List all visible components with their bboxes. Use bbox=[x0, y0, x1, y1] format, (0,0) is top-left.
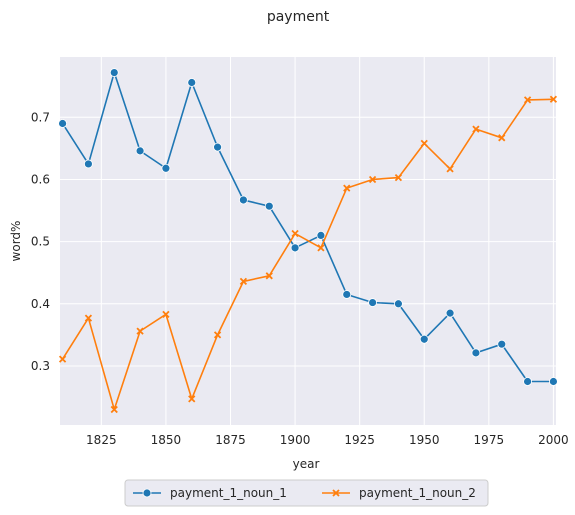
y-tick-label: 0.4 bbox=[31, 297, 50, 311]
data-point-series-2 bbox=[394, 173, 403, 182]
data-point-series-1 bbox=[239, 195, 248, 205]
series-line-1 bbox=[61, 71, 554, 383]
data-point-series-2 bbox=[188, 395, 196, 403]
y-tick-label: 0.6 bbox=[31, 172, 50, 186]
data-point-series-1 bbox=[264, 201, 274, 211]
x-tick-label: 1975 bbox=[474, 433, 505, 447]
data-point-series-2 bbox=[213, 331, 222, 339]
data-point-series-2 bbox=[523, 96, 532, 104]
legend-marker-1 bbox=[142, 488, 152, 498]
data-point-series-2 bbox=[498, 134, 506, 142]
x-tick-label: 1950 bbox=[409, 433, 440, 447]
y-tick-label: 0.3 bbox=[31, 359, 50, 373]
data-point-series-1 bbox=[368, 298, 377, 307]
data-point-series-2 bbox=[446, 165, 454, 173]
data-point-series-1 bbox=[290, 243, 300, 253]
x-tick-label: 1825 bbox=[86, 433, 117, 447]
x-tick-label: 1925 bbox=[344, 433, 375, 447]
data-point-series-2 bbox=[110, 405, 118, 414]
data-point-series-1 bbox=[549, 377, 558, 386]
data-point-series-1 bbox=[84, 159, 93, 169]
legend-label-1: payment_1_noun_1 bbox=[170, 486, 287, 500]
data-point-series-2 bbox=[239, 277, 248, 286]
data-point-series-2 bbox=[58, 355, 67, 363]
data-point-series-2 bbox=[136, 327, 144, 335]
data-point-series-2 bbox=[317, 244, 325, 252]
data-point-series-2 bbox=[420, 139, 428, 148]
data-point-series-2 bbox=[549, 95, 558, 103]
data-point-series-1 bbox=[419, 334, 429, 344]
chart-title: payment bbox=[267, 9, 330, 25]
series-group bbox=[58, 68, 558, 414]
y-tick-label: 0.5 bbox=[31, 235, 50, 249]
data-point-series-2 bbox=[84, 314, 93, 322]
data-point-series-1 bbox=[135, 146, 145, 156]
data-point-series-2 bbox=[162, 310, 170, 318]
x-tick-label: 1900 bbox=[280, 433, 311, 447]
data-point-series-1 bbox=[213, 142, 222, 152]
data-point-series-1 bbox=[445, 308, 455, 318]
series-line-2 bbox=[61, 98, 554, 411]
legend: payment_1_noun_1 payment_1_noun_2 bbox=[124, 479, 489, 507]
x-tick-label: 2000 bbox=[538, 433, 569, 447]
data-point-series-1 bbox=[58, 119, 67, 128]
data-point-series-1 bbox=[497, 339, 507, 349]
data-point-series-1 bbox=[316, 231, 326, 240]
data-point-series-1 bbox=[161, 163, 171, 173]
x-axis-label: year bbox=[293, 457, 320, 471]
x-tick-label: 1875 bbox=[215, 433, 246, 447]
legend-marker-2 bbox=[332, 489, 340, 497]
data-point-series-1 bbox=[342, 290, 352, 299]
data-point-series-2 bbox=[472, 125, 480, 133]
data-point-series-1 bbox=[109, 68, 119, 77]
x-axis-ticks: 1825 1850 1875 1900 1925 1950 1975 2000 bbox=[86, 433, 569, 447]
data-point-series-1 bbox=[187, 78, 197, 87]
y-tick-label: 0.7 bbox=[31, 110, 50, 124]
data-point-series-1 bbox=[394, 299, 403, 309]
y-axis-ticks: 0.3 0.4 0.5 0.6 0.7 bbox=[31, 110, 50, 373]
data-point-series-1 bbox=[523, 377, 532, 386]
data-point-series-2 bbox=[265, 272, 273, 280]
data-point-series-2 bbox=[368, 175, 377, 184]
data-point-series-1 bbox=[471, 348, 481, 358]
legend-box bbox=[124, 479, 489, 507]
y-axis-label: word% bbox=[9, 221, 23, 262]
legend-label-2: payment_1_noun_2 bbox=[359, 486, 476, 500]
data-point-series-2 bbox=[291, 229, 299, 238]
x-tick-label: 1850 bbox=[151, 433, 182, 447]
data-point-series-2 bbox=[343, 184, 351, 192]
